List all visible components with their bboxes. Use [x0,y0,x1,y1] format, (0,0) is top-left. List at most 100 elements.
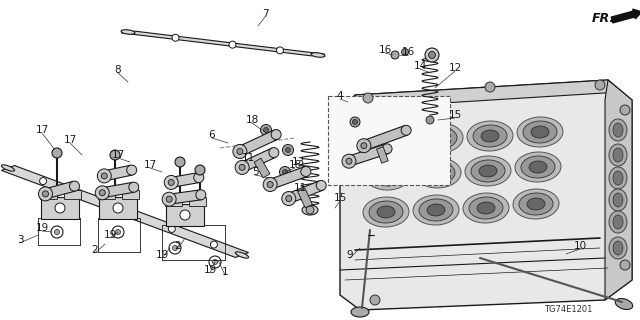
Circle shape [229,41,236,48]
Text: 11: 11 [293,183,307,193]
Circle shape [129,182,139,192]
Polygon shape [101,182,134,198]
Polygon shape [298,188,312,208]
Circle shape [285,148,291,153]
Text: TG74E1201: TG74E1201 [544,306,592,315]
Circle shape [370,295,380,305]
Ellipse shape [521,156,555,178]
Polygon shape [170,173,200,187]
Text: 16: 16 [378,45,392,55]
Ellipse shape [351,307,369,317]
Ellipse shape [463,193,509,223]
FancyBboxPatch shape [41,197,79,219]
Ellipse shape [371,164,405,186]
Ellipse shape [429,167,447,179]
Text: FR.: FR. [592,12,615,25]
Circle shape [429,52,435,59]
Text: 17: 17 [63,135,77,145]
Circle shape [115,229,120,235]
Circle shape [209,256,221,268]
Ellipse shape [513,189,559,219]
Circle shape [164,175,178,189]
Circle shape [346,158,352,164]
Text: 17: 17 [143,160,157,170]
Polygon shape [348,144,388,166]
Circle shape [306,206,314,214]
Circle shape [110,150,120,160]
Circle shape [595,80,605,90]
Circle shape [112,226,124,238]
Ellipse shape [471,160,505,182]
Circle shape [70,181,79,191]
Ellipse shape [609,144,627,166]
Text: 16: 16 [401,47,415,57]
Circle shape [168,225,175,232]
Ellipse shape [477,202,495,214]
Ellipse shape [609,211,627,233]
Circle shape [175,157,185,167]
Ellipse shape [613,193,623,207]
Polygon shape [168,190,202,204]
Ellipse shape [427,204,445,216]
Ellipse shape [467,121,513,151]
Text: 19: 19 [104,230,116,240]
Text: 3: 3 [17,235,23,245]
Text: 12: 12 [449,63,461,73]
Circle shape [211,241,218,248]
Ellipse shape [369,201,403,223]
Polygon shape [1,165,248,257]
Polygon shape [362,126,408,150]
Polygon shape [376,147,388,163]
Circle shape [276,47,284,54]
Text: 15: 15 [449,110,461,120]
Text: 6: 6 [209,130,215,140]
FancyArrow shape [611,9,640,23]
Polygon shape [238,130,278,156]
Text: 4: 4 [337,91,343,101]
Circle shape [350,117,360,127]
Circle shape [162,192,176,206]
Ellipse shape [236,252,248,258]
Polygon shape [355,80,620,108]
Ellipse shape [615,299,633,309]
Polygon shape [605,80,632,300]
Circle shape [263,178,277,191]
FancyBboxPatch shape [328,96,450,185]
Circle shape [426,116,434,124]
Ellipse shape [421,162,455,184]
Ellipse shape [609,167,627,189]
Ellipse shape [379,169,397,181]
Polygon shape [103,165,132,181]
Polygon shape [268,167,308,189]
Circle shape [42,191,49,197]
Ellipse shape [609,189,627,211]
Ellipse shape [517,117,563,147]
Circle shape [485,82,495,92]
Text: 5: 5 [252,167,259,177]
Circle shape [286,196,292,202]
Ellipse shape [515,152,561,182]
Circle shape [391,51,399,59]
Text: 13: 13 [291,157,305,167]
FancyBboxPatch shape [164,196,182,205]
Ellipse shape [613,123,623,137]
Circle shape [282,145,294,156]
Circle shape [196,190,206,200]
Circle shape [113,203,123,213]
Text: 17: 17 [35,125,49,135]
Circle shape [237,148,243,155]
Text: 7: 7 [262,9,268,19]
Polygon shape [121,31,325,56]
Text: 9: 9 [347,250,353,260]
FancyBboxPatch shape [166,204,204,226]
Ellipse shape [420,114,440,126]
Circle shape [425,48,439,62]
Text: 18: 18 [289,160,301,170]
Circle shape [382,144,392,154]
Polygon shape [240,148,276,172]
Circle shape [54,229,60,235]
Circle shape [342,154,356,168]
Text: 1: 1 [221,267,228,277]
Circle shape [357,139,371,153]
Circle shape [401,125,411,135]
